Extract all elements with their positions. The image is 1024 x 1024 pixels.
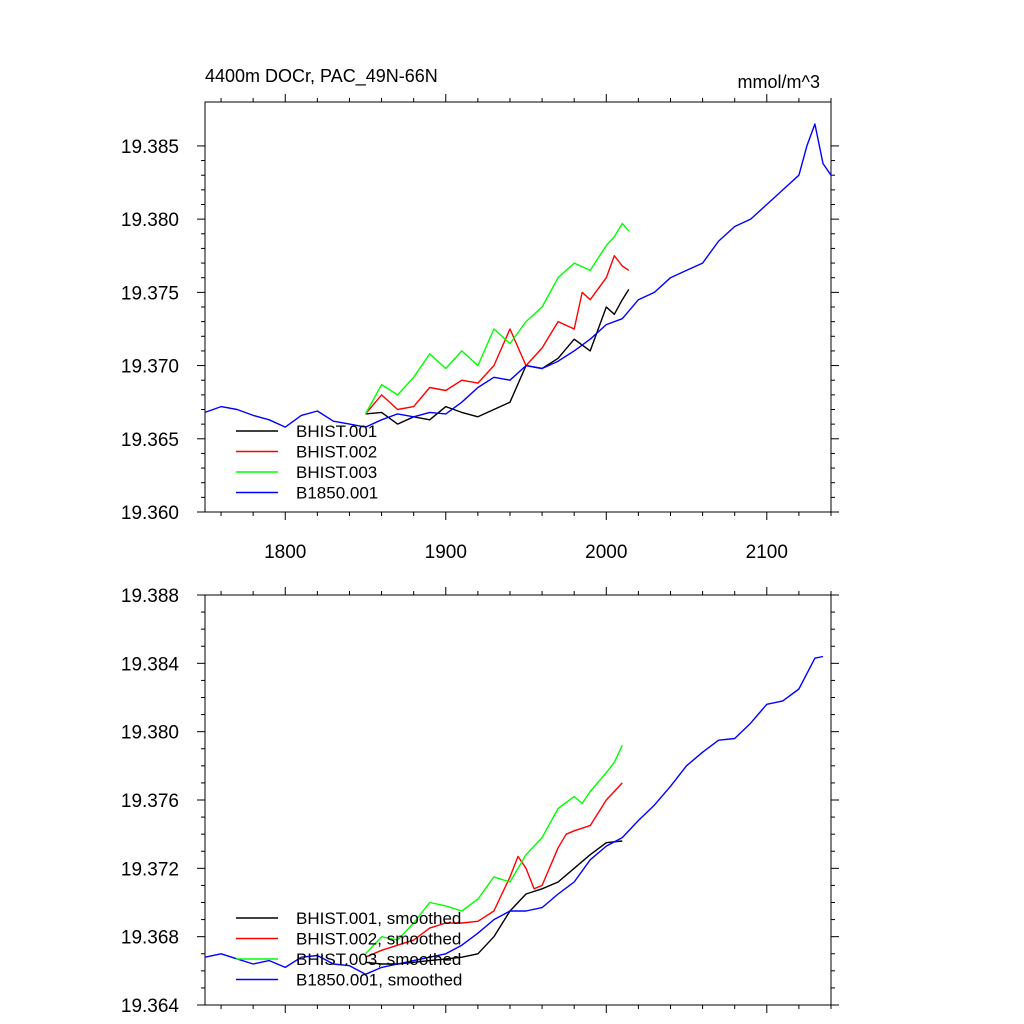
x-tick-label: 2000 [585, 542, 627, 563]
y-tick-label: 19.360 [121, 503, 179, 524]
legend-label: BHIST.001 [296, 422, 377, 441]
x-tick-label: 1800 [264, 542, 306, 563]
legend-label: BHIST.002 [296, 443, 377, 462]
series-line-b1850-001-smoothed [204, 655, 824, 975]
chart-title: 4400m DOCr, PAC_49N-66N [205, 66, 438, 87]
y-tick-label: 19.365 [121, 430, 179, 451]
bottom-y-tick-labels: 19.364 19.368 19.372 19.376 19.380 19.384 19.3… [121, 586, 180, 1017]
y-tick-label: 19.364 [121, 996, 180, 1017]
legend-label: BHIST.003, smoothed [296, 950, 461, 969]
bottom-series-lines [204, 655, 824, 975]
y-tick-label: 19.375 [121, 283, 179, 304]
series-line-bhist-003-smoothed [364, 745, 623, 955]
y-tick-label: 19.385 [121, 137, 179, 158]
top-panel: 4400m DOCr, PAC_49N-66N mmol/m^3 19.3601… [121, 66, 839, 563]
series-line-bhist-002 [364, 255, 630, 415]
legend-label: BHIST.001, smoothed [296, 909, 461, 928]
series-line-b1850-001 [204, 123, 832, 428]
y-tick-label: 19.376 [121, 791, 179, 812]
x-tick-label: 1900 [425, 542, 467, 563]
y-tick-label: 19.370 [121, 357, 179, 378]
legend-label: B1850.001 [296, 484, 378, 503]
top-x-tick-labels: 1800 1900 2000 2100 [264, 542, 788, 563]
y-tick-label: 19.372 [121, 859, 179, 880]
x-tick-label: 2100 [746, 542, 788, 563]
bottom-panel: 19.364 19.368 19.372 19.376 19.380 19.384 19.3… [121, 586, 839, 1017]
y-tick-label: 19.388 [121, 586, 179, 607]
series-line-bhist-001-smoothed [365, 840, 623, 965]
top-y-tick-labels: 19.360 19.365 19.370 19.375 19.380 19.385 [121, 137, 179, 524]
legend-label: BHIST.003 [296, 463, 377, 482]
y-tick-label: 19.384 [121, 654, 180, 675]
bottom-tick-marks [197, 587, 839, 1013]
y-tick-label: 19.380 [121, 723, 179, 744]
y-tick-label: 19.380 [121, 210, 179, 231]
top-tick-marks [197, 94, 839, 520]
legend-label: BHIST.002, smoothed [296, 930, 461, 949]
series-line-bhist-003 [364, 222, 630, 415]
top-series-lines [204, 123, 832, 428]
series-line-bhist-002-smoothed [365, 782, 623, 958]
units-label: mmol/m^3 [738, 72, 820, 92]
legend-label: B1850.001, smoothed [296, 971, 462, 990]
y-tick-label: 19.368 [121, 928, 179, 949]
bottom-legend: BHIST.001, smoothed BHIST.002, smoothedBH… [236, 909, 462, 990]
